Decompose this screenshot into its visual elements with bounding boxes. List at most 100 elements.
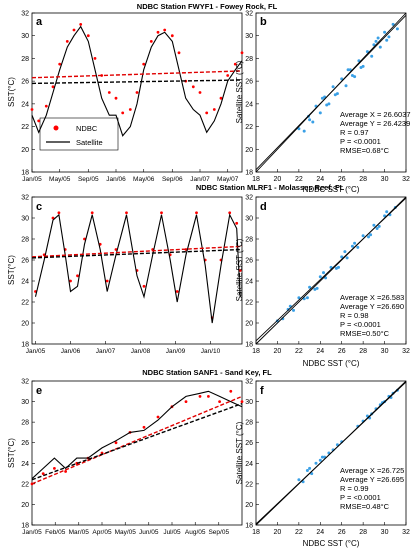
y-tick-label: 20: [21, 321, 29, 328]
stat-average-x: Average X =26.583: [340, 293, 404, 302]
y-tick-label: 32: [21, 195, 29, 202]
ndbc-point: [64, 470, 67, 473]
stat-rmse: RMSE=0.50°C: [340, 329, 390, 338]
scatter-point: [378, 45, 382, 49]
panel-e-letter: e: [36, 385, 42, 397]
x-tick-label: 22: [295, 529, 303, 536]
y-tick-label: 28: [21, 420, 29, 427]
x-tick-label: 20: [274, 529, 282, 536]
scatter-point: [374, 39, 378, 43]
scatter-point: [297, 478, 301, 482]
y-tick-label: 22: [21, 300, 29, 307]
x-tick-label: 30: [381, 529, 389, 536]
satellite-trend-line: [31, 248, 243, 259]
scatter-point: [385, 38, 389, 42]
ndbc-point: [156, 415, 160, 419]
scatter-point: [353, 241, 357, 245]
ndbc-point: [238, 269, 242, 272]
x-tick-label: 24: [316, 176, 324, 183]
ndbc-point: [184, 400, 188, 403]
ndbc-point: [240, 400, 244, 403]
ndbc-point: [229, 389, 233, 393]
ndbc-point: [226, 74, 230, 77]
panel-a-ylabel: SST(°C): [7, 77, 16, 107]
scatter-point: [387, 35, 391, 39]
y-tick-label: 26: [21, 440, 29, 447]
scatter-point: [345, 256, 349, 260]
x-tick-label: May/05: [49, 176, 71, 183]
scatter-point: [348, 68, 352, 72]
y-tick-label: 30: [21, 216, 29, 223]
ndbc-point: [65, 40, 69, 43]
x-tick-label: 22: [295, 176, 303, 183]
y-tick-label: 24: [245, 461, 253, 468]
stat-rmse: RMSE=0.68°C: [340, 146, 390, 155]
scatter-point: [320, 455, 324, 459]
ndbc-point: [212, 108, 216, 111]
panel-d-frame: [255, 196, 407, 345]
scatter-point: [320, 96, 324, 100]
y-tick-label: 20: [245, 147, 253, 154]
ndbc-point: [156, 30, 160, 34]
y-tick-label: 20: [245, 502, 253, 509]
y-tick-label: 26: [245, 440, 253, 447]
panel-d-letter: d: [260, 201, 267, 213]
panel-b-xlabel: NDBC SST (°C): [303, 185, 360, 194]
x-tick-label: 20: [274, 176, 282, 183]
panel-a-frame: [31, 12, 243, 173]
panel-f-scatter: f NDBC SST (°C) Satellite SST (°C) Avera…: [235, 379, 410, 549]
y-tick-label: 22: [245, 300, 253, 307]
scatter-point: [391, 22, 395, 26]
scatter-point: [361, 234, 365, 238]
x-tick-label: Jan/09: [166, 348, 186, 355]
y-tick-label: 32: [245, 379, 253, 386]
ndbc-point: [233, 62, 237, 66]
ndbc-point: [195, 211, 198, 215]
ndbc-point: [79, 23, 83, 26]
scatter-point: [305, 296, 309, 300]
y-tick-label: 32: [245, 195, 253, 202]
y-tick-label: 28: [245, 56, 253, 63]
y-tick-label: 32: [245, 11, 253, 18]
satellite-trend-line: [31, 402, 243, 481]
x-tick-label: 26: [338, 176, 346, 183]
y-tick-label: 20: [245, 321, 253, 328]
ndbc-point: [30, 108, 34, 111]
ndbc-point: [44, 104, 48, 108]
scatter-point: [292, 308, 295, 312]
scatter-point: [308, 285, 312, 289]
y-tick-label: 18: [245, 342, 253, 349]
x-tick-label: 18: [252, 529, 260, 536]
satellite-series-line: [34, 213, 241, 324]
x-tick-label: 18: [252, 348, 260, 355]
ndbc-point: [142, 284, 146, 288]
x-tick-label: Jan/05: [26, 348, 46, 355]
stat-p: P = <0.0001: [340, 493, 381, 502]
x-tick-label: 26: [338, 529, 346, 536]
x-tick-label: Apr/05: [92, 529, 112, 536]
scatter-point: [331, 85, 335, 89]
scatter-point: [325, 103, 329, 107]
ndbc-point: [177, 51, 181, 55]
ndbc-point: [205, 111, 209, 115]
legend-ndbc-label: NDBC: [76, 124, 98, 133]
ndbc-point: [142, 62, 146, 66]
y-tick-label: 24: [21, 461, 29, 468]
x-tick-label: May/05: [115, 529, 137, 536]
panel-a-timeseries: NDBC Station FWYF1 - Fowey Rock, FL a SS…: [7, 2, 278, 183]
panel-f-frame: [255, 380, 407, 526]
ndbc-point: [160, 211, 163, 215]
scatter-point: [302, 129, 306, 133]
ndbc-point: [125, 211, 128, 215]
x-tick-label: 26: [338, 348, 346, 355]
ndbc-point: [51, 216, 55, 220]
panel-d-xlabel: NDBC SST (°C): [303, 359, 360, 368]
scatter-point: [372, 223, 376, 227]
x-tick-label: Jan/06: [106, 176, 126, 183]
ndbc-point: [235, 221, 239, 225]
stat-average-y: Average Y =26.695: [340, 475, 404, 484]
scatter-point: [297, 127, 301, 131]
scatter-point: [350, 74, 354, 77]
panel-f-stats: Average X =26.725 Average Y =26.695 R = …: [340, 466, 404, 511]
